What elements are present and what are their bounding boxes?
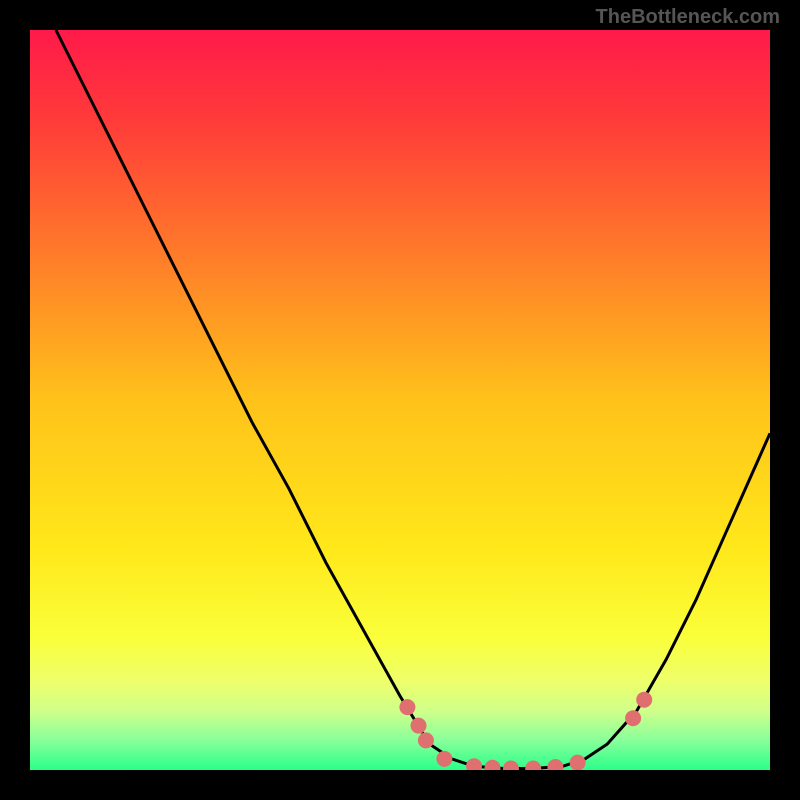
chart-container: TheBottleneck.com: [0, 0, 800, 800]
gradient-background: [30, 30, 770, 770]
chart-svg: [30, 30, 770, 770]
curve-marker: [399, 699, 415, 715]
curve-marker: [411, 718, 427, 734]
watermark-text: TheBottleneck.com: [596, 6, 780, 29]
curve-marker: [625, 710, 641, 726]
curve-marker: [570, 755, 586, 770]
curve-marker: [636, 692, 652, 708]
curve-marker: [436, 751, 452, 767]
curve-marker: [418, 732, 434, 748]
plot-area: [30, 30, 770, 770]
